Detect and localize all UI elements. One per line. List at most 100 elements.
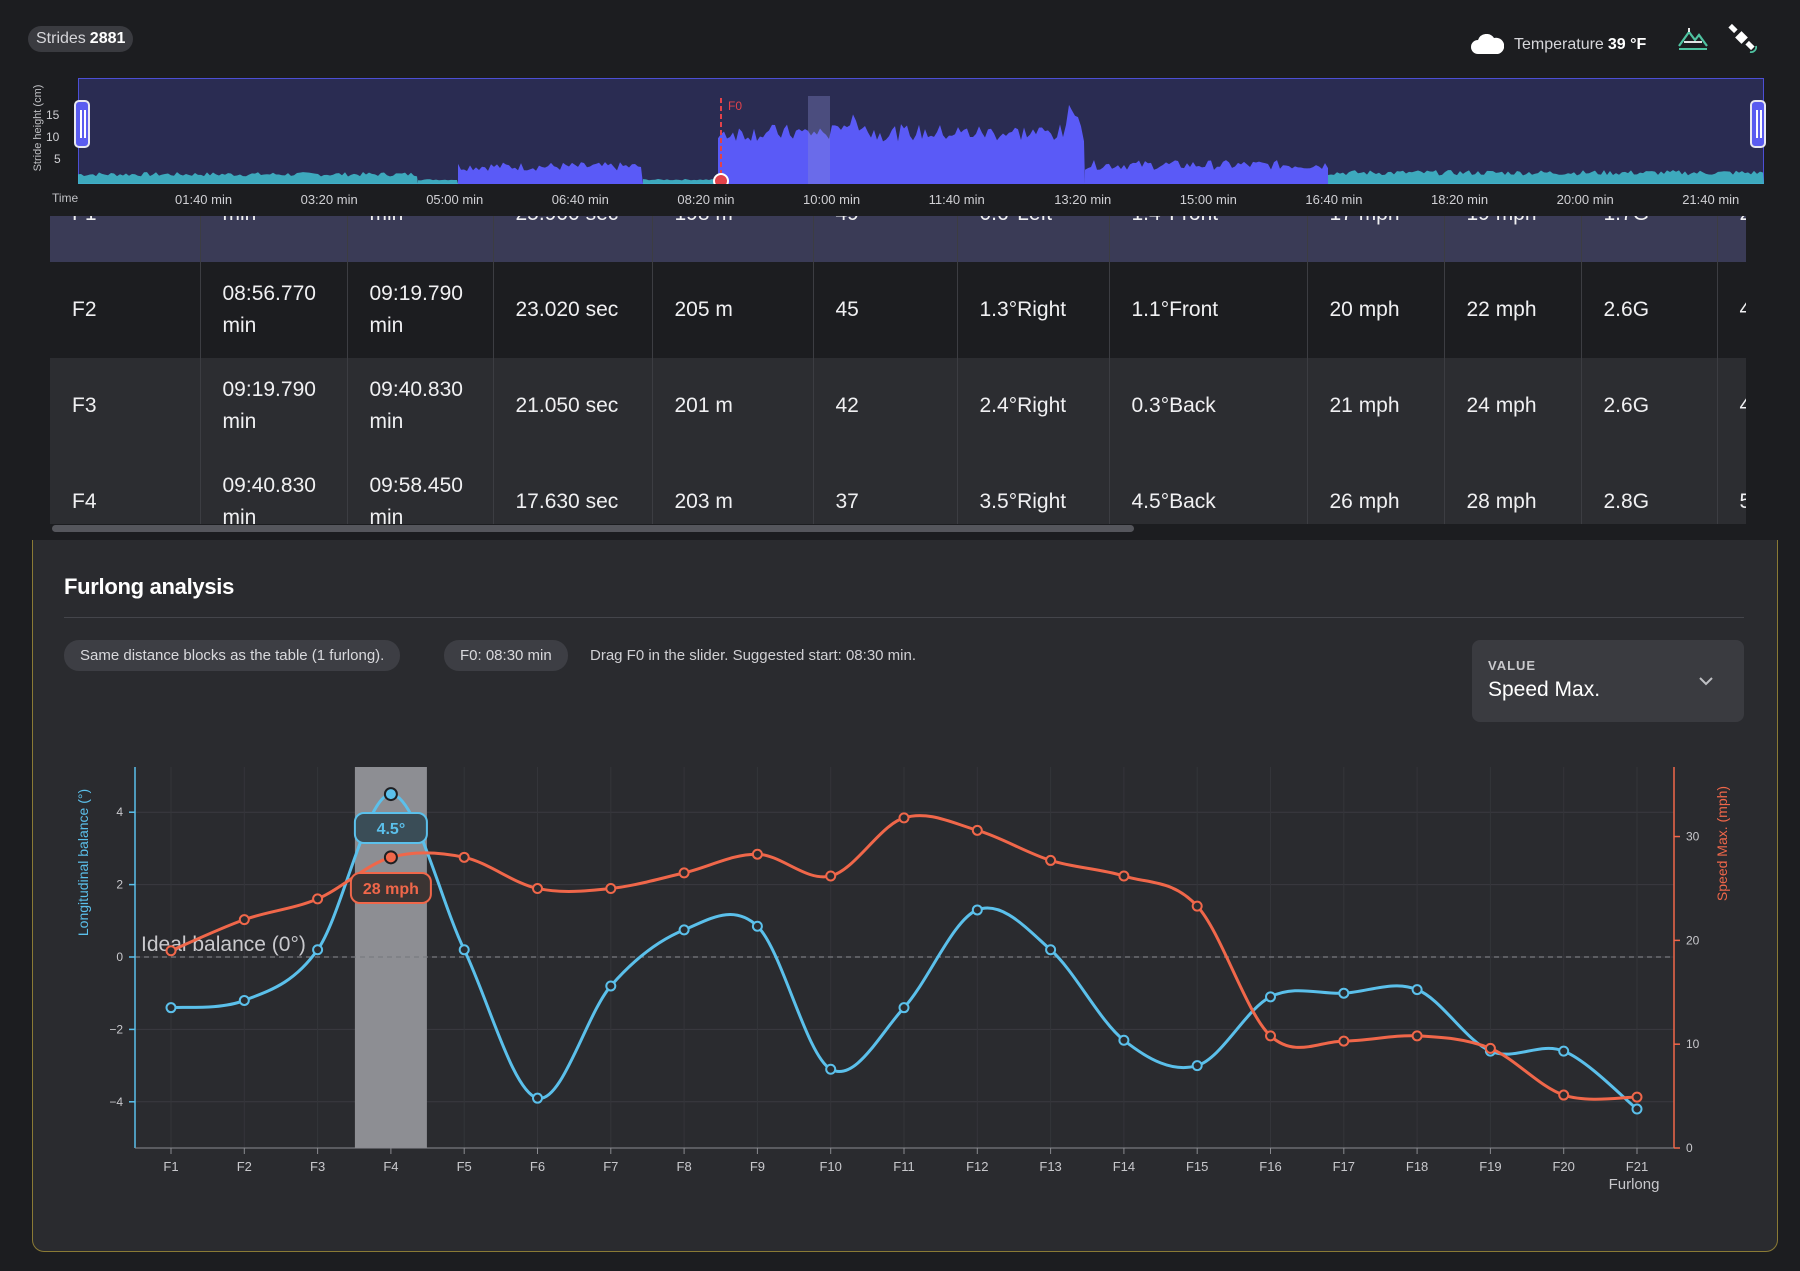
table-cell-extra: 2: [1717, 216, 1746, 262]
overview-x-tick: 11:40 min: [928, 192, 985, 207]
stride-height-area: [1085, 160, 1328, 184]
table-cell-extra: 5: [1717, 454, 1746, 524]
table-cell-accel: 2.8G: [1581, 454, 1718, 524]
table-cell-distance: 198 m: [652, 216, 814, 262]
range-start-handle[interactable]: [74, 100, 90, 148]
overview-x-tick: 15:00 min: [1179, 192, 1237, 207]
table-cell-start: 08:56.770 min: [200, 262, 348, 358]
table-cell-duration: 23.020 sec: [493, 262, 653, 358]
overview-x-tick: 18:20 min: [1431, 192, 1489, 207]
f0-marker-label: F0: [728, 99, 742, 113]
table-cell-lateral: 1.3°Right: [957, 262, 1110, 358]
table-cell-speed-avg: 21 mph: [1307, 358, 1445, 454]
table-cell-start: 09:19.790 min: [200, 358, 348, 454]
stride-height-area: [718, 104, 1085, 184]
strides-badge: Strides 2881: [28, 26, 134, 52]
table-horizontal-scrollbar[interactable]: [52, 525, 1134, 532]
table-row[interactable]: F2 08:56.770 min 09:19.790 min 23.020 sec 20…: [50, 262, 1746, 358]
overview-y-tick: 10: [46, 130, 60, 144]
stride-height-overview-chart[interactable]: F0: [78, 78, 1764, 184]
distance-blocks-chip: Same distance blocks as the table (1 fur…: [64, 640, 401, 671]
overview-y-tick: 15: [46, 108, 60, 122]
table-cell-furlong: F1: [50, 216, 201, 262]
table-cell-duration: 17.630 sec: [493, 454, 653, 524]
table-cell-end: 09:40.830 min: [347, 358, 494, 454]
f0-start-chip: F0: 08:30 min: [444, 640, 568, 671]
stride-height-area: [458, 162, 643, 184]
table-cell-speed-avg: 20 mph: [1307, 262, 1445, 358]
table-cell-strides: 42: [813, 358, 958, 454]
table-cell-longitudinal: 0.3°Back: [1109, 358, 1308, 454]
table-cell-end: 09:19.790 min: [347, 262, 494, 358]
table-cell-furlong: F3: [50, 358, 201, 454]
table-cell-lateral: 3.5°Right: [957, 454, 1110, 524]
overview-x-axis-title: Time: [52, 191, 79, 205]
table-cell-longitudinal: 1.1°Front: [1109, 262, 1308, 358]
table-cell-extra: 4: [1717, 358, 1746, 454]
table-cell-lateral: 2.4°Right: [957, 358, 1110, 454]
strides-label: Strides: [36, 30, 86, 47]
overview-y-axis-label: Stride height (cm): [32, 84, 44, 172]
value-dropdown-label: VALUE: [1488, 658, 1537, 673]
temperature-display: Temperature 39 °F: [1470, 30, 1646, 60]
table-cell-strides: 45: [813, 262, 958, 358]
table-cell-speed-max: 22 mph: [1444, 262, 1582, 358]
satellite-icon[interactable]: [1726, 22, 1760, 56]
overview-x-tick: 08:20 min: [677, 192, 735, 207]
table-cell-speed-avg: 26 mph: [1307, 454, 1445, 524]
overview-x-tick: 10:00 min: [803, 192, 861, 207]
overview-x-tick: 01:40 min: [175, 192, 233, 207]
table-cell-distance: 205 m: [652, 262, 814, 358]
table-cell-distance: 203 m: [652, 454, 814, 524]
table-cell-longitudinal: 1.4°Front: [1109, 216, 1308, 262]
selection-window: [808, 96, 830, 184]
overview-x-tick: 06:40 min: [551, 192, 609, 207]
table-cell-speed-max: 24 mph: [1444, 358, 1582, 454]
overview-x-tick: 03:20 min: [300, 192, 358, 207]
table-row[interactable]: F3 09:19.790 min 09:40.830 min 21.050 sec 20…: [50, 358, 1746, 454]
stride-height-area: [78, 172, 418, 184]
table-cell-accel: 1.7G: [1581, 216, 1718, 262]
table-cell-extra: 4: [1717, 262, 1746, 358]
furlong-table[interactable]: F1minmin25.900 sec198 m490.6°Left1.4°Fro…: [50, 216, 1746, 524]
table-cell-start: min: [200, 216, 348, 262]
overview-x-tick: 13:20 min: [1054, 192, 1112, 207]
f0-marker-handle: [713, 173, 729, 184]
overview-x-tick: 20:00 min: [1556, 192, 1614, 207]
table-cell-accel: 2.6G: [1581, 262, 1718, 358]
overview-y-tick: 5: [54, 152, 61, 166]
strides-value: 2881: [89, 30, 126, 47]
temperature-value: 39 °F: [1607, 36, 1647, 53]
range-end-handle[interactable]: [1750, 100, 1766, 148]
table-cell-lateral: 0.6°Left: [957, 216, 1110, 262]
overview-x-tick: 21:40 min: [1682, 192, 1740, 207]
table-cell-strides: 37: [813, 454, 958, 524]
chevron-down-icon: [1699, 677, 1713, 686]
stride-height-area: [418, 179, 458, 184]
drag-hint: Drag F0 in the slider. Suggested start: …: [590, 647, 917, 664]
table-cell-distance: 201 m: [652, 358, 814, 454]
table-cell-longitudinal: 4.5°Back: [1109, 454, 1308, 524]
table-row[interactable]: F1minmin25.900 sec198 m490.6°Left1.4°Fro…: [50, 216, 1746, 262]
stride-height-area: [1328, 170, 1764, 184]
table-cell-start: 09:40.830 min: [200, 454, 348, 524]
table-cell-speed-max: 19 mph: [1444, 216, 1582, 262]
table-cell-accel: 2.6G: [1581, 358, 1718, 454]
value-dropdown-selected: Speed Max.: [1488, 678, 1601, 701]
table-row[interactable]: F4 09:40.830 min 09:58.450 min 17.630 sec 20…: [50, 454, 1746, 524]
value-dropdown[interactable]: VALUE Speed Max.: [1472, 640, 1744, 722]
temperature-label: Temperature: [1514, 36, 1604, 53]
overview-x-tick: 05:00 min: [426, 192, 484, 207]
table-cell-duration: 25.900 sec: [493, 216, 653, 262]
table-cell-speed-max: 28 mph: [1444, 454, 1582, 524]
table-cell-strides: 49: [813, 216, 958, 262]
table-cell-duration: 21.050 sec: [493, 358, 653, 454]
terrain-icon[interactable]: [1676, 22, 1710, 56]
section-title: Furlong analysis: [64, 574, 235, 599]
section-divider: [64, 617, 1744, 618]
table-cell-end: 09:58.450 min: [347, 454, 494, 524]
table-cell-furlong: F4: [50, 454, 201, 524]
table-cell-end: min: [347, 216, 494, 262]
cloud-icon: [1471, 34, 1504, 54]
stride-height-area: [643, 179, 718, 184]
